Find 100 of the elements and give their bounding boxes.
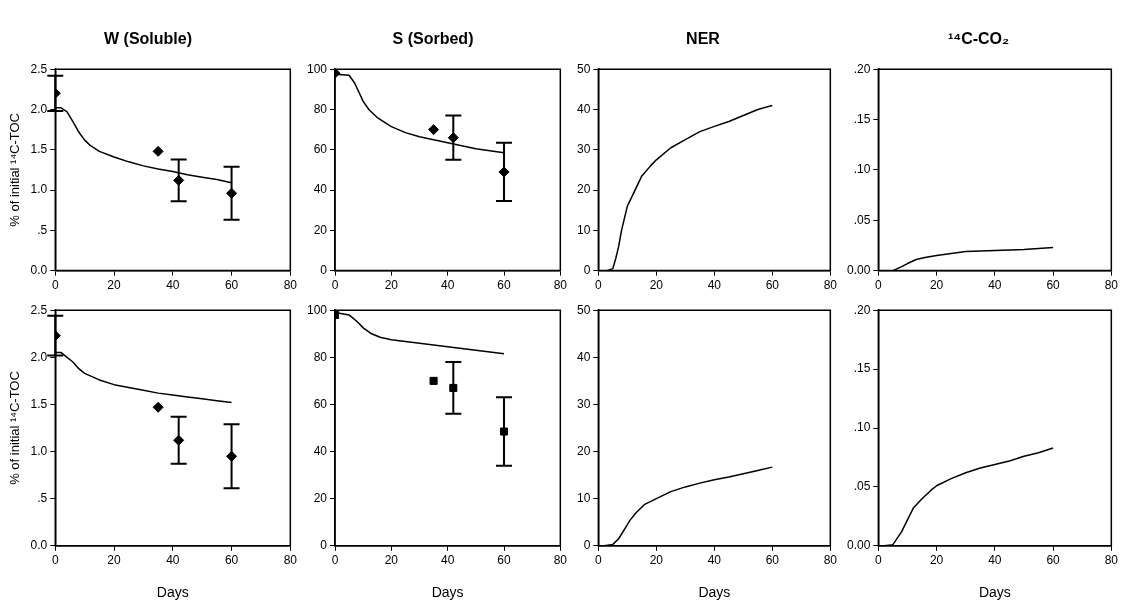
y-tick-label: 2.5 — [30, 302, 48, 317]
x-tick-label: 80 — [1104, 278, 1119, 293]
x-tick-label: 40 — [988, 553, 1002, 568]
y-tick-label: 50 — [576, 302, 591, 317]
y-tick-label: 50 — [576, 61, 591, 76]
x-tick-label: 60 — [1046, 278, 1061, 293]
y-tick-label: 0 — [583, 538, 591, 553]
x-tick-label: 20 — [929, 278, 944, 293]
x-tick-label: 20 — [649, 553, 664, 568]
x-tick-label: 80 — [1104, 553, 1119, 568]
y-tick-label: 2.5 — [30, 61, 48, 76]
y-tick-label: 10 — [576, 222, 591, 237]
x-tick-label: 80 — [553, 278, 568, 293]
y-tick-label: 30 — [576, 142, 591, 157]
x-tick-label: 0 — [331, 278, 339, 293]
y-tick-label: 0 — [583, 262, 591, 277]
point — [429, 376, 438, 385]
y-tick-label: .15 — [853, 111, 871, 126]
y-tick-label: 0.0 — [30, 262, 48, 277]
y-tick-label: 60 — [313, 396, 328, 411]
x-tick-label: 40 — [440, 553, 455, 568]
y-tick-label: 100 — [306, 302, 328, 317]
x-tick-label: 60 — [224, 553, 239, 568]
y-tick-label: 0.0 — [30, 538, 48, 553]
y-tick-label: 1.5 — [30, 142, 48, 157]
y-tick-label: 40 — [313, 443, 328, 458]
x-axis-title: Days — [156, 584, 189, 601]
y-axis-title: % of initial ¹⁴C-TOC — [7, 371, 23, 485]
y-tick-label: 0 — [320, 262, 328, 277]
y-tick-label: 20 — [313, 222, 328, 237]
y-tick-label: .15 — [853, 361, 871, 376]
y-tick-label: .5 — [37, 222, 48, 237]
x-tick-label: 0 — [51, 553, 59, 568]
x-tick-label: 20 — [929, 553, 944, 568]
y-tick-label: 60 — [313, 142, 328, 157]
x-tick-label: 0 — [595, 278, 602, 293]
y-tick-label: .20 — [853, 302, 871, 317]
x-tick-label: 20 — [649, 278, 664, 293]
chart-title: ¹⁴C-CO₂ — [947, 30, 1010, 48]
y-tick-label: .10 — [853, 420, 871, 435]
y-tick-label: 0.00 — [847, 538, 871, 553]
x-tick-label: 60 — [1046, 553, 1061, 568]
chart-title: S (Sorbed) — [392, 30, 474, 48]
point — [152, 401, 164, 413]
y-tick-label: .05 — [853, 212, 871, 227]
x-tick-label: 0 — [875, 553, 883, 568]
y-tick-label: 80 — [313, 101, 328, 116]
y-tick-label: .20 — [853, 61, 871, 76]
y-tick-label: 20 — [313, 490, 328, 505]
y-tick-label: 100 — [306, 61, 328, 76]
x-tick-label: 60 — [765, 553, 780, 568]
y-tick-label: .10 — [853, 162, 871, 177]
x-tick-label: 40 — [988, 278, 1002, 293]
x-tick-label: 60 — [497, 278, 511, 293]
x-tick-label: 0 — [595, 553, 602, 568]
y-tick-label: 20 — [576, 443, 591, 458]
x-tick-label: 80 — [823, 278, 838, 293]
y-tick-label: 10 — [576, 490, 591, 505]
y-tick-label: 0 — [320, 538, 328, 553]
x-tick-label: 20 — [384, 278, 399, 293]
y-tick-label: 40 — [576, 101, 591, 116]
x-tick-label: 40 — [440, 278, 455, 293]
x-tick-label: 80 — [283, 278, 298, 293]
y-tick-label: 0.00 — [847, 262, 871, 277]
y-tick-label: 1.0 — [30, 182, 48, 197]
x-tick-label: 40 — [166, 553, 180, 568]
y-tick-label: 2.0 — [30, 349, 48, 364]
y-tick-label: .5 — [37, 490, 48, 505]
y-tick-label: .05 — [853, 479, 871, 494]
y-tick-label: 40 — [576, 349, 591, 364]
y-axis-title: % of initial ¹⁴C-TOC — [7, 113, 23, 227]
y-tick-label: 1.5 — [30, 396, 48, 411]
point — [152, 145, 164, 157]
x-tick-label: 40 — [707, 278, 722, 293]
x-tick-label: 20 — [384, 553, 399, 568]
x-tick-label: 60 — [497, 553, 511, 568]
chart-title: NER — [686, 30, 721, 48]
x-tick-label: 80 — [283, 553, 298, 568]
x-tick-label: 20 — [107, 553, 122, 568]
x-tick-label: 80 — [823, 553, 838, 568]
chart-title: W (Soluble) — [104, 30, 192, 48]
y-tick-label: 30 — [576, 396, 591, 411]
y-tick-label: 80 — [313, 349, 328, 364]
x-tick-label: 0 — [331, 553, 339, 568]
x-tick-label: 20 — [107, 278, 122, 293]
x-tick-label: 0 — [51, 278, 59, 293]
y-tick-label: 1.0 — [30, 443, 48, 458]
x-tick-label: 40 — [166, 278, 180, 293]
x-axis-title: Days — [698, 584, 731, 601]
x-tick-label: 0 — [875, 278, 883, 293]
point — [428, 124, 440, 136]
y-tick-label: 2.0 — [30, 101, 48, 116]
x-tick-label: 60 — [765, 278, 780, 293]
x-tick-label: 60 — [224, 278, 239, 293]
x-tick-label: 80 — [553, 553, 568, 568]
y-tick-label: 20 — [576, 182, 591, 197]
x-tick-label: 40 — [707, 553, 722, 568]
x-axis-title: Days — [978, 584, 1011, 601]
x-axis-title: Days — [431, 584, 464, 601]
y-tick-label: 40 — [313, 182, 328, 197]
